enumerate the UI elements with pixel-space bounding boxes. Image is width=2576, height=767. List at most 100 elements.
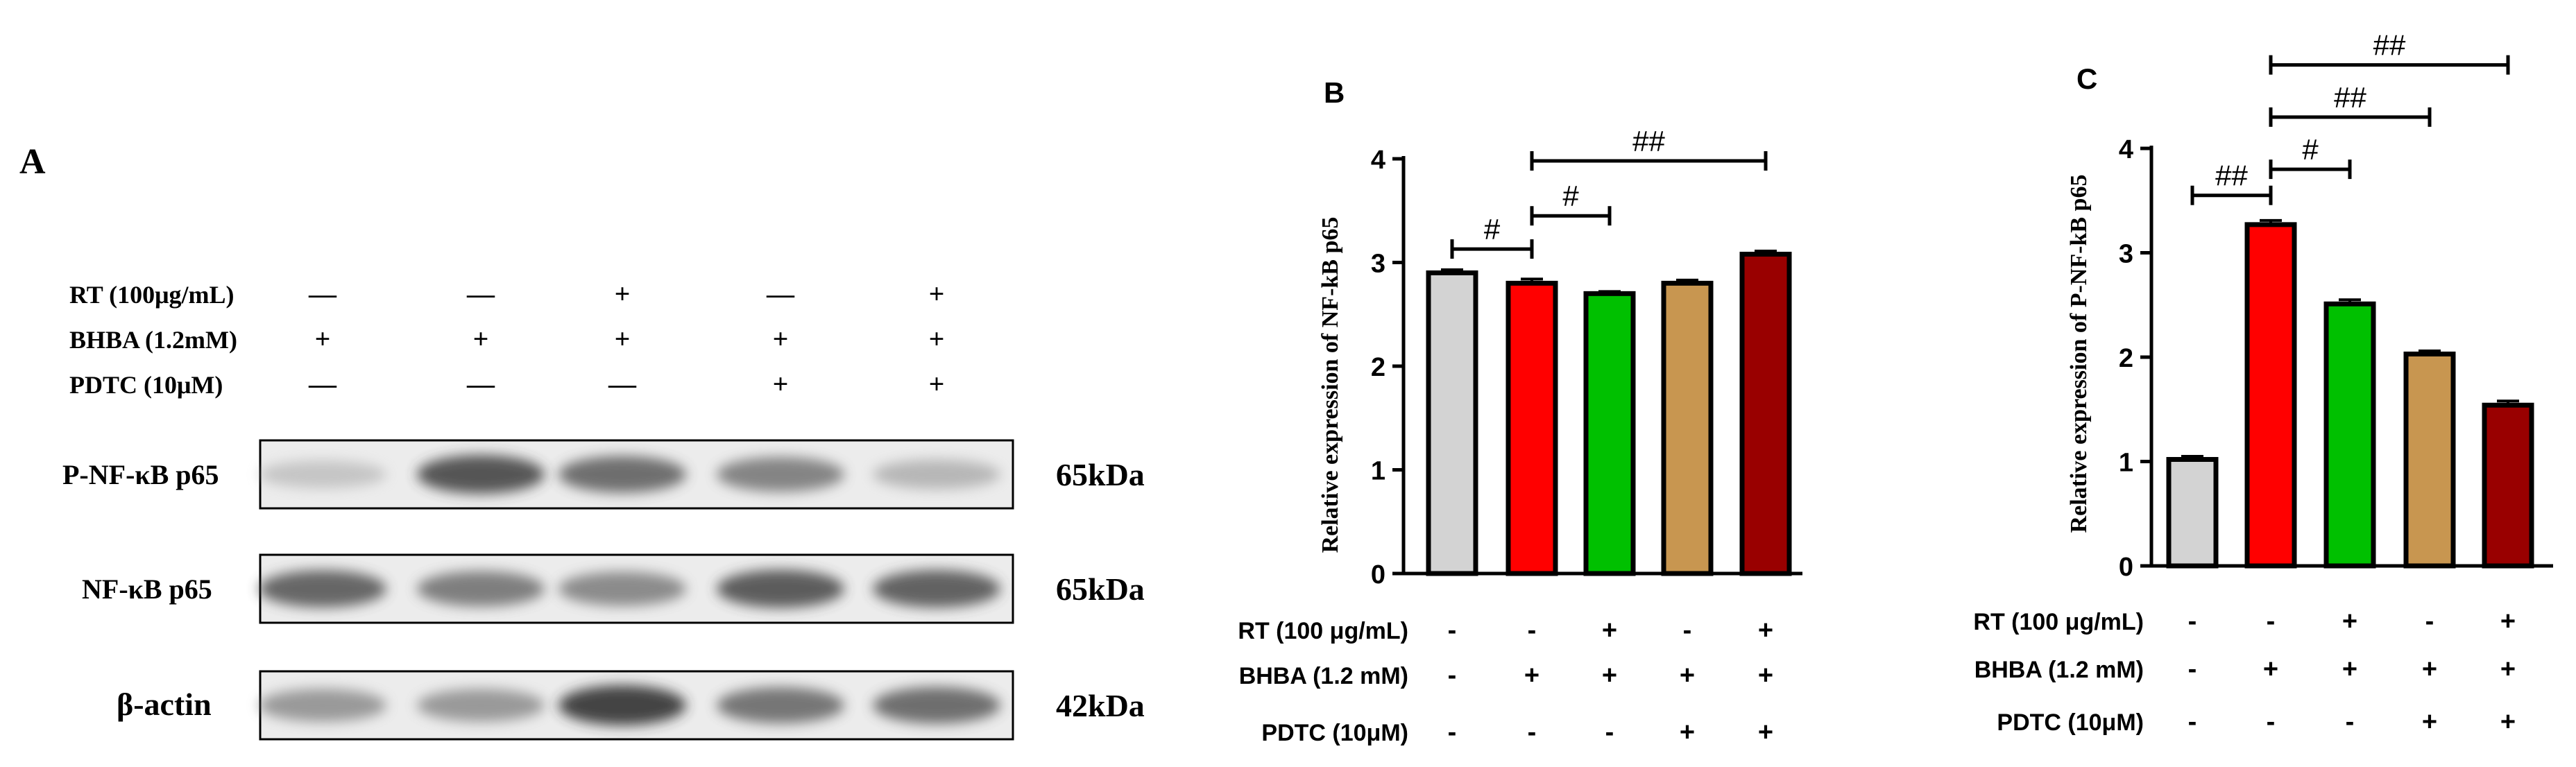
treatment-sign: + bbox=[2263, 655, 2278, 684]
blot-molecular-weight: 65kDa bbox=[1056, 457, 1145, 492]
treatment-sign: - bbox=[2346, 707, 2355, 736]
treatment-label: PDTC (10μM) bbox=[1997, 709, 2144, 736]
bar bbox=[1505, 280, 1558, 576]
treatment-sign: - bbox=[2188, 707, 2197, 736]
panel-a-treatment-sign: — bbox=[308, 368, 337, 399]
panel-a-label: A bbox=[19, 142, 46, 182]
panel-c-chart: C Relative expression of P-NF-kB p65 0 1 2… bbox=[1973, 29, 2553, 736]
significance-marker: # bbox=[2302, 133, 2319, 166]
y-tick-label: 0 bbox=[1371, 560, 1385, 589]
y-tick-label: 3 bbox=[2119, 240, 2133, 269]
treatment-sign: + bbox=[2342, 655, 2357, 684]
panel-a-treatment-sign: — bbox=[766, 278, 795, 309]
significance-marker: # bbox=[1484, 213, 1501, 245]
blot-band bbox=[259, 689, 386, 722]
treatment-sign: - bbox=[1683, 616, 1692, 645]
treatment-sign: + bbox=[2500, 655, 2516, 684]
treatment-label: PDTC (10μM) bbox=[1261, 720, 1408, 746]
y-tick-label: 1 bbox=[2119, 449, 2133, 478]
panel-a-treatment-sign: — bbox=[308, 278, 337, 309]
blot-band bbox=[417, 689, 545, 722]
panel-a-blot-strips: P-NF-κB p65 65kDa NF-κB p65 65kDa β-actin 42k… bbox=[62, 439, 1145, 741]
treatment-sign: - bbox=[2188, 655, 2197, 684]
y-tick-label: 3 bbox=[1371, 250, 1385, 279]
panel-a-treatment-sign: + bbox=[929, 278, 945, 309]
blot-band bbox=[558, 685, 686, 725]
panel-a-treatment-sign: + bbox=[773, 323, 789, 354]
treatment-sign: + bbox=[1680, 718, 1695, 747]
panel-b-chart: B Relative expression of NF-kB p65 0 1 2 3 4… bbox=[1238, 76, 1802, 747]
treatment-sign: - bbox=[1528, 718, 1537, 747]
panel-a-western-blot: A RT (100μg/mL) — — + — + BHBA (1.2mM) + + + + + PDT… bbox=[19, 142, 1145, 741]
treatment-sign: + bbox=[2500, 607, 2516, 636]
panel-c-label: C bbox=[2076, 62, 2097, 95]
panel-a-treatment-label: PDTC (10μM) bbox=[69, 371, 223, 399]
panel-b-treatment-table: RT (100 μg/mL) - - + - + BHBA (1.2 mM) - + + + + PDT… bbox=[1238, 616, 1773, 747]
significance-marker: ## bbox=[2373, 29, 2406, 62]
y-tick-label: 1 bbox=[1371, 457, 1385, 486]
y-tick-label: 4 bbox=[1371, 146, 1385, 175]
blot-band bbox=[873, 569, 1000, 608]
blot-band bbox=[717, 687, 844, 724]
blot-band bbox=[873, 459, 1000, 490]
treatment-sign: + bbox=[2500, 707, 2516, 736]
bar bbox=[1661, 280, 1714, 576]
panel-a-treatment-sign: + bbox=[929, 323, 945, 354]
blot-label: P-NF-κB p65 bbox=[62, 459, 219, 490]
treatment-sign: - bbox=[2425, 607, 2434, 636]
bar bbox=[1426, 270, 1478, 576]
blot-band bbox=[873, 687, 1000, 724]
treatment-sign: - bbox=[2188, 607, 2197, 636]
panel-a-treatment-sign: + bbox=[473, 323, 489, 354]
y-tick-label: 0 bbox=[2119, 553, 2133, 582]
significance-marker: # bbox=[1562, 180, 1579, 212]
treatment-sign: + bbox=[1758, 661, 1773, 690]
bar bbox=[2166, 456, 2219, 569]
bar bbox=[1739, 252, 1792, 576]
panel-a-treatment-sign: + bbox=[615, 323, 631, 354]
bar bbox=[2482, 402, 2534, 569]
treatment-sign: + bbox=[1758, 616, 1773, 645]
blot-band bbox=[259, 570, 386, 607]
panel-a-treatment-sign: — bbox=[608, 368, 637, 399]
treatment-sign: - bbox=[1448, 661, 1457, 690]
treatment-sign: - bbox=[1448, 616, 1457, 645]
significance-marker: ## bbox=[1632, 125, 1665, 157]
y-tick-label: 2 bbox=[1371, 353, 1385, 382]
significance-marker: ## bbox=[2334, 81, 2366, 114]
treatment-sign: + bbox=[2422, 707, 2437, 736]
panel-a-treatment-table: RT (100μg/mL) — — + — + BHBA (1.2mM) + + + + + PDTC … bbox=[69, 278, 944, 399]
panel-a-treatment-sign: + bbox=[929, 368, 945, 399]
blot-label: β-actin bbox=[117, 687, 212, 722]
treatment-sign: + bbox=[1602, 616, 1617, 645]
treatment-sign: - bbox=[2267, 607, 2276, 636]
panel-a-treatment-sign: + bbox=[773, 368, 789, 399]
treatment-sign: + bbox=[1602, 661, 1617, 690]
treatment-sign: - bbox=[1528, 616, 1537, 645]
panel-a-treatment-sign: — bbox=[466, 278, 495, 309]
treatment-sign: - bbox=[1605, 718, 1614, 747]
blot-molecular-weight: 65kDa bbox=[1056, 571, 1145, 607]
treatment-sign: + bbox=[2342, 607, 2357, 636]
y-tick-label: 2 bbox=[2119, 344, 2133, 373]
panel-c-ylabel: Relative expression of P-NF-kB p65 bbox=[2066, 175, 2092, 533]
bar bbox=[2323, 301, 2376, 569]
panel-a-treatment-sign: + bbox=[315, 323, 331, 354]
blot-band bbox=[558, 456, 686, 493]
blot-band bbox=[417, 571, 545, 607]
panel-a-treatment-label: RT (100μg/mL) bbox=[69, 281, 234, 309]
significance-marker: ## bbox=[2215, 160, 2248, 192]
panel-a-treatment-sign: + bbox=[615, 278, 631, 309]
panel-b-label: B bbox=[1324, 76, 1345, 109]
panel-b-ylabel: Relative expression of NF-kB p65 bbox=[1317, 217, 1343, 553]
blot-band bbox=[417, 455, 545, 494]
treatment-sign: + bbox=[1758, 718, 1773, 747]
panel-a-treatment-label: BHBA (1.2mM) bbox=[69, 326, 237, 354]
blot-band bbox=[717, 569, 844, 608]
bar bbox=[2244, 222, 2297, 569]
blot-band bbox=[717, 456, 844, 492]
blot-molecular-weight: 42kDa bbox=[1056, 688, 1145, 723]
